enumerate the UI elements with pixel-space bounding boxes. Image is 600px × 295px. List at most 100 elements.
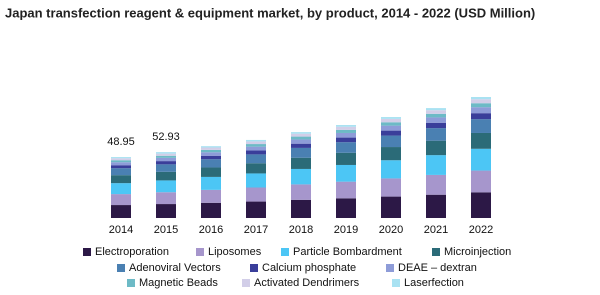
bar-segment xyxy=(291,133,311,137)
bar-segment xyxy=(246,139,266,142)
bar-segment xyxy=(426,128,446,141)
bar-segment xyxy=(471,192,491,218)
bar-segment xyxy=(381,118,401,123)
bar-segment xyxy=(336,152,356,165)
legend-swatch xyxy=(432,248,440,256)
bar-segment xyxy=(381,178,401,197)
legend-label: Liposomes xyxy=(208,246,262,258)
bar-segment xyxy=(246,141,266,145)
bar-segment xyxy=(111,160,131,163)
bar-segment xyxy=(156,152,176,154)
bar-segment xyxy=(426,155,446,175)
total-label: 52.93 xyxy=(152,131,180,143)
bar-segment xyxy=(111,158,131,161)
x-tick-label: 2017 xyxy=(244,224,268,236)
x-tick-label: 2019 xyxy=(334,224,358,236)
x-tick-label: 2018 xyxy=(289,224,313,236)
bar-segment xyxy=(156,153,176,156)
legend-label: Electroporation xyxy=(95,246,169,258)
bar-segment xyxy=(471,170,491,193)
bar-segment xyxy=(246,146,266,151)
bar-segment xyxy=(426,110,446,114)
bar-segment xyxy=(336,125,356,127)
bar-segment xyxy=(381,117,401,119)
x-tick-label: 2015 xyxy=(154,224,178,236)
x-tick-label: 2022 xyxy=(469,224,493,236)
legend-label: Magnetic Beads xyxy=(139,277,218,289)
bar-segment xyxy=(426,174,446,195)
bar-segment xyxy=(336,164,356,182)
bar-segment xyxy=(201,189,221,203)
bar-segment xyxy=(246,163,266,174)
bar-segment xyxy=(246,187,266,202)
bar-segment xyxy=(201,155,221,160)
bar-segment xyxy=(246,154,266,164)
bar-segment xyxy=(246,201,266,218)
bar-segment xyxy=(111,165,131,169)
bar-segment xyxy=(471,99,491,104)
bar-segment xyxy=(381,125,401,131)
legend-label: Activated Dendrimers xyxy=(254,277,360,289)
bar-segment xyxy=(426,108,446,111)
bar-segment xyxy=(471,132,491,149)
bar-segment xyxy=(156,164,176,172)
bar-segment xyxy=(471,97,491,100)
bar-segment xyxy=(426,140,446,156)
bar-segment xyxy=(201,159,221,168)
legend-swatch xyxy=(281,248,289,256)
bar-segment xyxy=(471,107,491,114)
bar-segment xyxy=(291,168,311,185)
bar-segment xyxy=(201,149,221,153)
bar-segment xyxy=(201,152,221,156)
legend-label: Particle Bombardment xyxy=(293,246,402,258)
bar-segment xyxy=(381,147,401,161)
legend-swatch xyxy=(83,248,91,256)
bar-segment xyxy=(246,144,266,147)
bar-segment xyxy=(336,142,356,153)
bar-segment xyxy=(336,132,356,138)
bar-segment xyxy=(111,168,131,176)
bar-segment xyxy=(381,122,401,126)
bar-segment xyxy=(471,113,491,120)
legend-label: Calcium phosphate xyxy=(262,262,356,274)
bar-segment xyxy=(156,180,176,193)
bar-segment xyxy=(336,126,356,130)
bar-segment xyxy=(156,161,176,165)
bar-segment xyxy=(426,122,446,129)
bar-segment xyxy=(291,139,311,144)
bar-segment xyxy=(156,204,176,218)
legend-swatch xyxy=(250,264,258,272)
bar-segment xyxy=(156,192,176,205)
legend-label: DEAE – dextran xyxy=(398,262,477,274)
total-label: 48.95 xyxy=(107,136,135,148)
bar-segment xyxy=(471,103,491,108)
bar-segment xyxy=(291,132,311,134)
bar-segment xyxy=(201,202,221,218)
bar-segment xyxy=(381,130,401,136)
bar-segment xyxy=(246,150,266,155)
bar-segment xyxy=(156,155,176,158)
bar-segment xyxy=(381,135,401,148)
bar-segment xyxy=(291,147,311,158)
x-tick-label: 2021 xyxy=(424,224,448,236)
bar-segment xyxy=(156,171,176,181)
bar-segment xyxy=(471,148,491,171)
legend-swatch xyxy=(242,279,250,287)
bar-segment xyxy=(201,167,221,177)
bar-segment xyxy=(336,181,356,199)
bar-segment xyxy=(336,137,356,143)
bar-segment xyxy=(201,147,221,150)
chart-title: Japan transfection reagent & equipment m… xyxy=(5,5,535,20)
bar-segment xyxy=(201,176,221,190)
legend-label: Adenoviral Vectors xyxy=(129,262,221,274)
bar-segment xyxy=(471,119,491,133)
legend-label: Microinjection xyxy=(444,246,511,258)
bar-segment xyxy=(201,146,221,148)
bar-segment xyxy=(291,136,311,140)
legend-swatch xyxy=(386,264,394,272)
bar-segment xyxy=(426,113,446,118)
legend-swatch xyxy=(127,279,135,287)
x-tick-label: 2016 xyxy=(199,224,223,236)
bar-segment xyxy=(336,198,356,218)
